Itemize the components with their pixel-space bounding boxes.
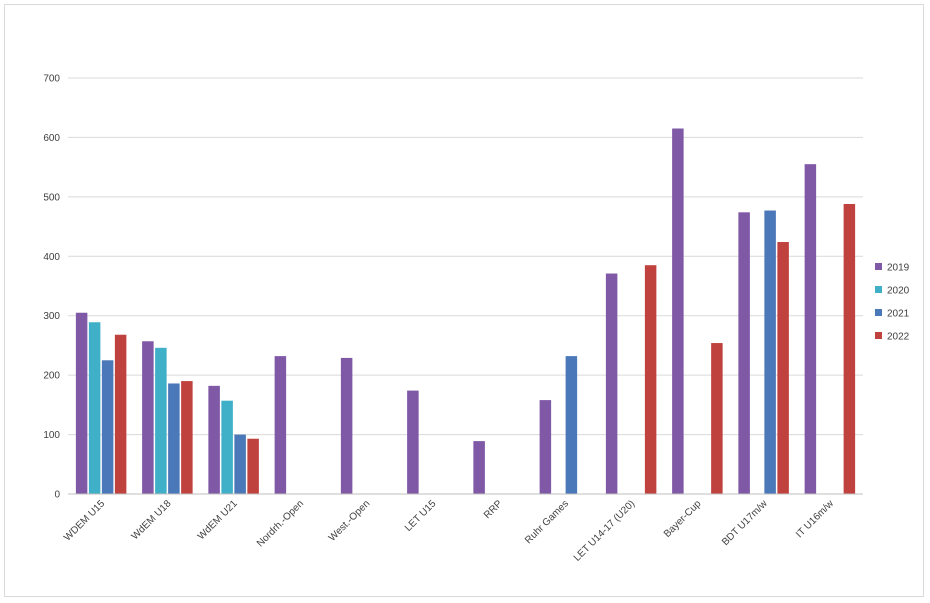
legend-swatch-2021 [875, 309, 882, 316]
bar-2019 [142, 341, 154, 494]
x-tick-label: West.-Open [327, 498, 372, 543]
bar-2019 [738, 212, 750, 494]
bar-2019 [539, 400, 552, 494]
bar-2022 [181, 381, 193, 494]
y-tick-label: 700 [43, 74, 60, 85]
bar-2022 [711, 343, 723, 494]
legend-label-2020: 2020 [887, 286, 910, 297]
x-tick-label: WdEM U18 [130, 498, 174, 542]
bar-2020 [155, 347, 167, 494]
bar-2021 [168, 383, 180, 494]
legend-swatch-2020 [875, 286, 882, 293]
bar-2021 [565, 356, 578, 494]
bar-2019 [274, 356, 287, 494]
bar-2021 [234, 434, 246, 494]
y-tick-label: 200 [43, 371, 60, 382]
x-tick-label: Bayer-Cup [662, 498, 704, 540]
x-tick-label: RRP [482, 498, 505, 521]
x-tick-label: Nordrh.-Open [255, 498, 306, 549]
bar-2019 [340, 357, 353, 494]
y-tick-label: 500 [43, 192, 60, 203]
gridlines [68, 77, 863, 436]
y-axis-ticks: 0 100 200 300 400 500 600 700 [43, 74, 60, 501]
bar-2019 [473, 441, 485, 494]
bar-2019 [605, 273, 618, 494]
bar-2019 [208, 385, 220, 494]
legend-swatch-2022 [875, 332, 882, 339]
legend-label-2022: 2022 [887, 332, 910, 343]
bar-2019 [75, 312, 88, 494]
x-tick-label: IT U16m/w [794, 498, 836, 540]
bar-2020 [221, 400, 233, 494]
bar-2020 [88, 322, 101, 494]
x-tick-label: WdEM U21 [196, 498, 240, 542]
legend-label-2019: 2019 [887, 263, 910, 274]
x-axis-ticks: WDEM U15 WdEM U18 WdEM U21 Nordrh.-Open West… [62, 498, 836, 564]
y-tick-label: 400 [43, 252, 60, 263]
bars [75, 128, 856, 495]
bar-2019 [672, 128, 684, 494]
y-tick-label: 300 [43, 311, 60, 322]
bar-2022 [644, 265, 657, 494]
legend-label-2021: 2021 [887, 309, 910, 320]
bar-2019 [407, 390, 419, 494]
chart-frame: 0 100 200 300 400 500 600 700 WDEM U15 WdEM U18 W… [4, 4, 924, 597]
y-tick-label: 600 [43, 133, 60, 144]
bar-2022 [843, 203, 856, 494]
x-tick-label: LET U14-17 (U20) [572, 498, 637, 563]
x-tick-label: LET U15 [403, 498, 439, 534]
x-tick-label: Ruhr Games [523, 498, 571, 546]
x-tick-label: BDT U17m/w [720, 498, 770, 548]
bar-2019 [804, 164, 817, 494]
bar-2022 [777, 242, 789, 494]
bar-2022 [114, 334, 127, 494]
legend: 2019 2020 2021 2022 [875, 263, 910, 343]
y-tick-label: 100 [43, 430, 60, 441]
bar-2021 [764, 210, 776, 495]
legend-swatch-2019 [875, 263, 882, 270]
y-tick-label: 0 [54, 490, 60, 501]
bar-2021 [101, 360, 114, 494]
x-tick-label: WDEM U15 [62, 498, 107, 543]
bar-2022 [247, 438, 259, 494]
